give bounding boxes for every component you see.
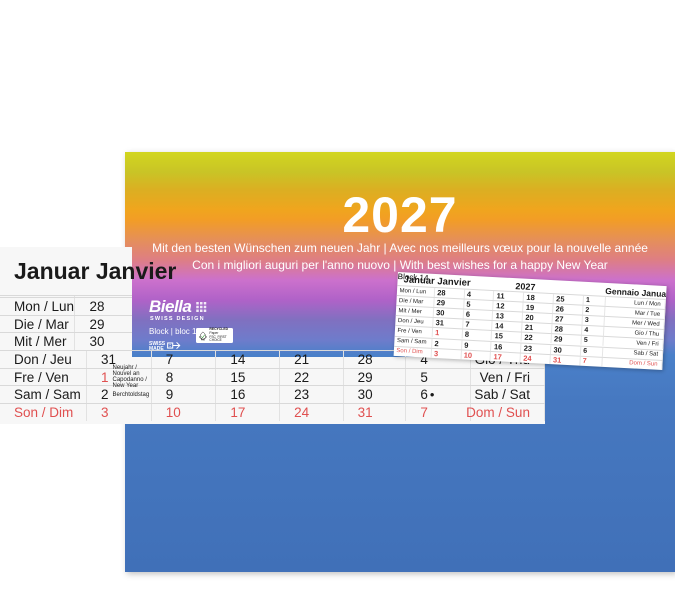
svg-text:FSC: FSC <box>201 339 205 341</box>
